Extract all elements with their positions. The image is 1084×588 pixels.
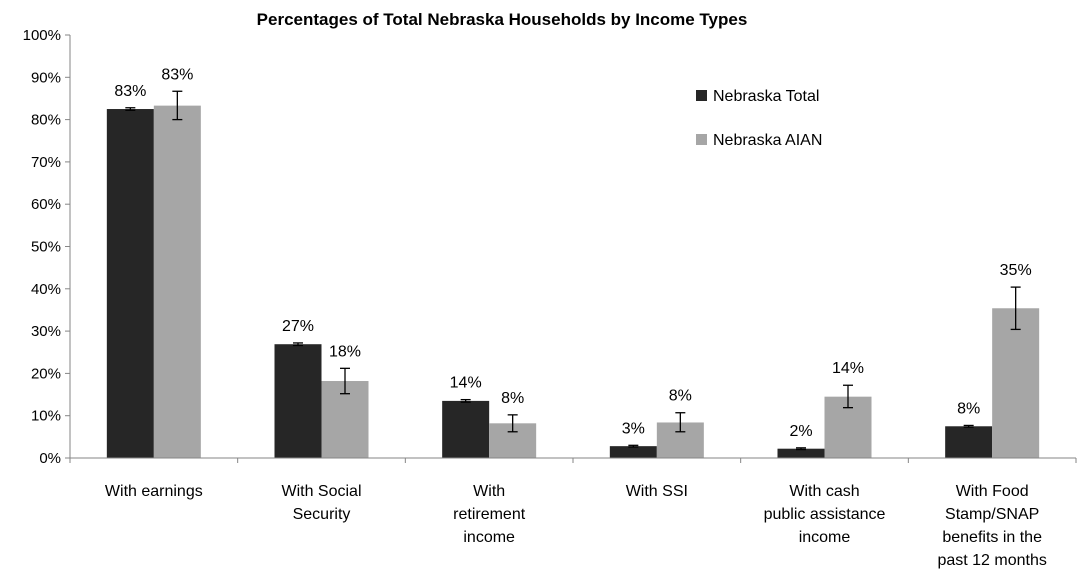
y-axis: 0% 10% 20% 30% 40% 50% 60% 70% 80% 90% 100% — [23, 27, 71, 467]
y-tick-label: 30% — [31, 323, 61, 340]
x-category-label: With SSI — [626, 483, 688, 500]
bar — [106, 109, 154, 459]
data-label: 14% — [832, 360, 864, 377]
x-category-label-line: Security — [293, 506, 351, 523]
x-category-label-line: public assistance — [764, 506, 886, 523]
x-category-label: With cash public assistance income — [764, 483, 886, 546]
data-label: 83% — [114, 83, 146, 100]
data-label: 35% — [1000, 262, 1032, 279]
x-category-label: With earnings — [105, 483, 203, 500]
data-label: 3% — [622, 420, 645, 437]
bar — [442, 400, 490, 458]
x-category-label: With Social Security — [281, 483, 361, 523]
x-category-label-line: With Food — [956, 483, 1029, 500]
bar — [153, 105, 201, 459]
x-category-label-line: benefits in the — [942, 529, 1042, 546]
x-category-label: With Food Stamp/SNAP benefits in the past 1… — [937, 483, 1046, 569]
data-label: 8% — [501, 390, 524, 407]
y-tick-label: 80% — [31, 112, 61, 129]
bar — [992, 308, 1040, 458]
x-category-label-line: With SSI — [626, 483, 688, 500]
legend-swatch — [696, 90, 707, 101]
legend: Nebraska Total Nebraska AIAN — [696, 88, 822, 149]
bar — [274, 344, 322, 458]
data-label: 27% — [282, 318, 314, 335]
bar — [945, 426, 993, 458]
bar — [777, 448, 825, 458]
legend-label: Nebraska AIAN — [713, 132, 822, 149]
data-labels: 83% 27% 14% 3% 2% 8% 83% 18% 8% 8% 14% 35% — [114, 66, 1031, 440]
data-label: 8% — [669, 388, 692, 405]
x-category-label-line: income — [799, 529, 851, 546]
data-label: 14% — [450, 375, 482, 392]
bars — [106, 105, 1040, 459]
x-category-label-line: retirement — [453, 506, 526, 523]
data-label: 83% — [161, 66, 193, 83]
y-tick-label: 10% — [31, 408, 61, 425]
y-tick-label: 70% — [31, 154, 61, 171]
y-tick-label: 40% — [31, 281, 61, 298]
y-tick-label: 100% — [23, 27, 61, 44]
y-tick-label: 90% — [31, 69, 61, 86]
legend-swatch — [696, 134, 707, 145]
legend-label: Nebraska Total — [713, 88, 819, 105]
x-category-label-line: With Social — [281, 483, 361, 500]
x-axis: With earnings With Social Security With reti… — [69, 457, 1077, 569]
x-category-label: With retirement income — [453, 483, 526, 546]
data-label: 8% — [957, 400, 980, 417]
error-bars — [125, 90, 1021, 451]
x-category-label-line: income — [463, 529, 515, 546]
x-category-label-line: With earnings — [105, 483, 203, 500]
y-tick-label: 50% — [31, 239, 61, 256]
data-label: 2% — [789, 423, 812, 440]
x-category-label-line: With cash — [789, 483, 859, 500]
y-tick-label: 0% — [39, 450, 61, 467]
data-label: 18% — [329, 343, 361, 360]
x-category-label-line: With — [473, 483, 505, 500]
y-tick-label: 60% — [31, 196, 61, 213]
x-category-label-line: Stamp/SNAP — [945, 506, 1039, 523]
bar — [609, 446, 657, 458]
y-tick-label: 20% — [31, 365, 61, 382]
x-category-label-line: past 12 months — [937, 552, 1046, 569]
chart-title: Percentages of Total Nebraska Households… — [257, 10, 748, 29]
